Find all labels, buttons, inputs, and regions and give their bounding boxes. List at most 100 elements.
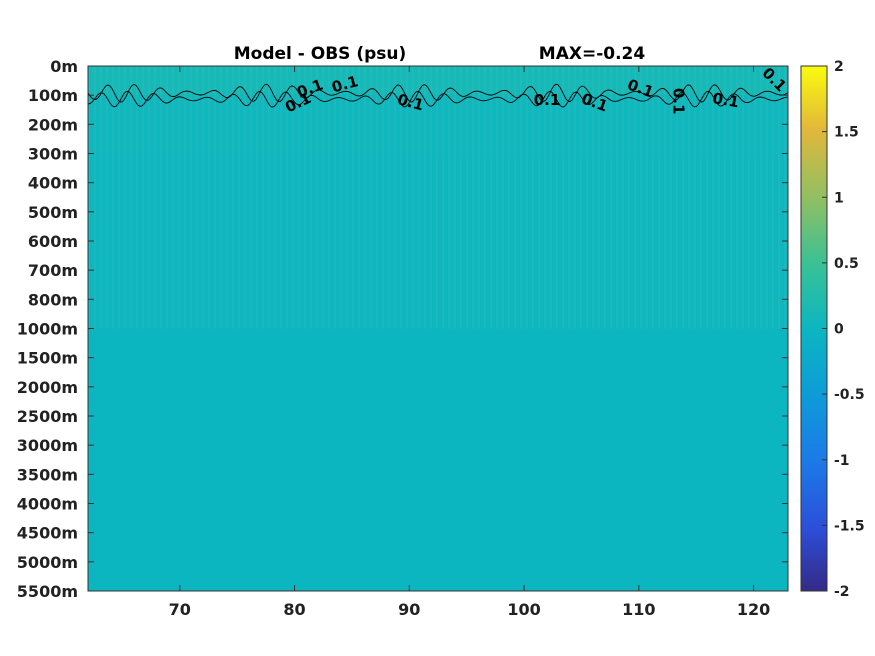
- y-tick-label: 4000m: [17, 495, 78, 514]
- heatmap-texture-stripe: [268, 66, 270, 329]
- heatmap-texture-stripe: [130, 66, 132, 329]
- heatmap-texture-stripe: [520, 66, 522, 329]
- heatmap-texture-stripe: [202, 66, 204, 329]
- contour-lines: [87, 83, 789, 108]
- heatmap-texture-stripe: [730, 66, 732, 329]
- heatmap-texture-stripe: [688, 66, 690, 329]
- chart-subtitle-max: MAX=-0.24: [539, 44, 646, 64]
- heatmap-bands: [88, 66, 788, 591]
- heatmap-texture-stripe: [430, 66, 432, 329]
- heatmap-texture-stripe: [148, 66, 150, 329]
- heatmap-texture-stripe: [142, 66, 144, 329]
- contour-line: [87, 83, 789, 103]
- colorbar-tick-label: 1: [834, 190, 844, 206]
- heatmap-texture-stripe: [364, 66, 366, 329]
- colorbar: 2 1.5 1 0.5 0 -0.5 -1 -1.5 -2: [800, 59, 865, 600]
- heatmap-texture-stripe: [334, 66, 336, 329]
- heatmap-texture-stripe: [592, 66, 594, 329]
- heatmap-texture-stripe: [466, 66, 468, 329]
- colorbar-tick-label: 1.5: [834, 125, 859, 141]
- y-tick-label: 3000m: [17, 436, 78, 455]
- x-tick-label: 90: [398, 600, 420, 619]
- heatmap-texture-stripe: [676, 66, 678, 329]
- heatmap-texture-stripe: [184, 66, 186, 329]
- heatmap-texture-stripe: [232, 66, 234, 329]
- heatmap-texture-stripe: [250, 66, 252, 329]
- heatmap-texture-stripe: [160, 66, 162, 329]
- heatmap-texture-stripe: [328, 66, 330, 329]
- contour-line: [87, 90, 789, 108]
- heatmap-texture-stripe: [388, 66, 390, 329]
- heatmap-texture-stripe: [574, 66, 576, 329]
- heatmap-band: [432, 153, 788, 329]
- y-tick-label: 600m: [28, 232, 78, 251]
- colorbar-tick-label: -0.5: [834, 387, 865, 403]
- heatmap-band: [88, 95, 788, 154]
- x-tick-label: 110: [622, 600, 655, 619]
- heatmap-texture-stripe: [370, 66, 372, 329]
- heatmap-texture-stripe: [280, 66, 282, 329]
- colorbar-tick-label: 2: [834, 59, 844, 75]
- heatmap-texture-stripe: [346, 66, 348, 329]
- heatmap-texture-stripe: [562, 66, 564, 329]
- heatmap-texture-stripe: [196, 66, 198, 329]
- heatmap-texture-stripe: [772, 66, 774, 329]
- heatmap-texture-stripe: [622, 66, 624, 329]
- heatmap-texture-stripe: [310, 66, 312, 329]
- heatmap-texture-stripe: [238, 66, 240, 329]
- heatmap-texture-stripe: [604, 66, 606, 329]
- heatmap-texture-stripe: [442, 66, 444, 329]
- contour-label: 0.1: [669, 88, 687, 115]
- heatmap-texture-stripe: [406, 66, 408, 329]
- y-tick-label: 3500m: [17, 465, 78, 484]
- heatmap-texture-stripe: [640, 66, 642, 329]
- heatmap-texture-stripe: [100, 66, 102, 329]
- heatmap-texture-stripe: [448, 66, 450, 329]
- heatmap-texture-stripe: [454, 66, 456, 329]
- heatmap-texture-stripe: [382, 66, 384, 329]
- heatmap-texture-stripe: [556, 66, 558, 329]
- heatmap-texture-stripe: [502, 66, 504, 329]
- heatmap-texture-stripe: [298, 66, 300, 329]
- heatmap-texture-stripe: [496, 66, 498, 329]
- y-tick-label: 1000m: [17, 320, 78, 339]
- heatmap-texture-stripe: [256, 66, 258, 329]
- y-axis: 0m 100m 200m 300m 400m 500m 600m 700m 800m 1000m 1…: [17, 57, 788, 601]
- heatmap-texture-stripe: [748, 66, 750, 329]
- heatmap-texture-stripe: [742, 66, 744, 329]
- heatmap-band: [88, 66, 788, 96]
- heatmap-texture-stripe: [112, 66, 114, 329]
- heatmap-texture-stripe: [550, 66, 552, 329]
- y-tick-label: 100m: [28, 86, 78, 105]
- heatmap-texture-stripe: [706, 66, 708, 329]
- y-tick-label: 200m: [28, 115, 78, 134]
- heatmap-texture-stripe: [532, 66, 534, 329]
- heatmap-texture-stripe: [136, 66, 138, 329]
- heatmap-texture-stripe: [316, 66, 318, 329]
- heatmap-texture-stripe: [292, 66, 294, 329]
- heatmap-texture-stripe: [628, 66, 630, 329]
- y-tick-label: 800m: [28, 290, 78, 309]
- heatmap-texture-stripe: [766, 66, 768, 329]
- heatmap-texture-stripe: [484, 66, 486, 329]
- heatmap-texture-stripe: [118, 66, 120, 329]
- heatmap-texture-stripe: [718, 66, 720, 329]
- heatmap-texture-stripe: [376, 66, 378, 329]
- heatmap-texture-stripe: [424, 66, 426, 329]
- heatmap-texture-stripe: [412, 66, 414, 329]
- heatmap-texture-stripe: [352, 66, 354, 329]
- heatmap-texture-stripe: [154, 66, 156, 329]
- heatmap-texture-stripe: [712, 66, 714, 329]
- heatmap-texture-stripe: [778, 66, 780, 329]
- heatmap-texture-stripe: [514, 66, 516, 329]
- heatmap-texture-stripe: [670, 66, 672, 329]
- y-tick-label: 5000m: [17, 553, 78, 572]
- heatmap-texture-stripe: [682, 66, 684, 329]
- heatmap-texture-stripe: [664, 66, 666, 329]
- y-tick-label: 500m: [28, 203, 78, 222]
- heatmap-texture-stripe: [124, 66, 126, 329]
- heatmap-texture-stripe: [784, 66, 786, 329]
- contour-label: 0.1: [534, 91, 561, 109]
- heatmap-texture-stripe: [208, 66, 210, 329]
